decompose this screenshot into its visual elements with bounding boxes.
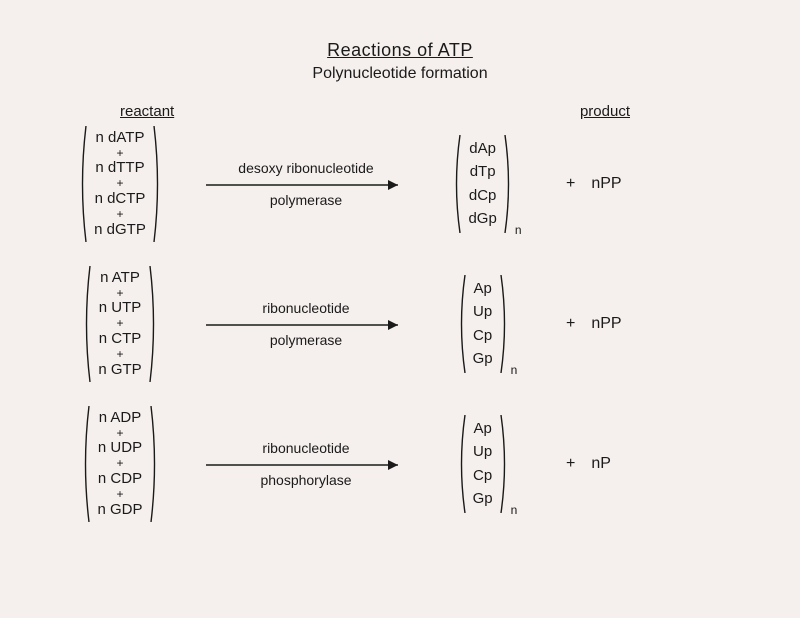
- enzyme-label-bottom: phosphorylase: [260, 472, 351, 488]
- reactant-item: n GDP: [97, 502, 142, 519]
- left-paren-icon: [82, 266, 92, 382]
- product-item: dTp: [470, 164, 496, 181]
- page-subtitle: Polynucleotide formation: [60, 65, 740, 83]
- plus-icon: +: [116, 320, 123, 327]
- reaction-row: n ADP + n UDP + n CDP + n GDP ribonucleotide p…: [60, 406, 740, 522]
- reactant-vector: n dATP + n dTTP + n dCTP + n dGTP: [78, 126, 162, 242]
- subscript: n: [515, 223, 522, 237]
- product-item: Ap: [473, 421, 491, 438]
- product-vector: ApUpCpGp n: [457, 415, 518, 513]
- title-block: Reactions of ATP Polynucleotide formatio…: [60, 40, 740, 83]
- left-paren-icon: [81, 406, 91, 522]
- product-vector: dApdTpdCpdGp n: [452, 135, 521, 233]
- reactant-item: n UDP: [98, 440, 142, 457]
- reactions-list: n dATP + n dTTP + n dCTP + n dGTP desoxy ribon…: [60, 126, 740, 522]
- product-item: dAp: [469, 141, 496, 158]
- right-paren-icon: [149, 406, 159, 522]
- reactant-item: n ADP: [99, 410, 142, 427]
- right-paren-icon: [499, 415, 509, 513]
- arrow-icon: [206, 178, 406, 190]
- reactant-vector: n ATP + n UTP + n CTP + n GTP: [82, 266, 157, 382]
- arrow-block: ribonucleotide phosphorylase: [196, 440, 416, 488]
- reactant-item: n GTP: [98, 362, 141, 379]
- enzyme-label-top: ribonucleotide: [262, 300, 349, 316]
- column-headers: reactant product: [60, 103, 740, 120]
- left-paren-icon: [452, 135, 462, 233]
- arrow-icon: [206, 458, 406, 470]
- reactant-item: n CTP: [99, 331, 142, 348]
- subscript: n: [511, 363, 518, 377]
- plus-icon: +: [116, 430, 123, 437]
- reaction-row: n dATP + n dTTP + n dCTP + n dGTP desoxy ribon…: [60, 126, 740, 242]
- enzyme-label-top: ribonucleotide: [262, 440, 349, 456]
- product-item: dCp: [469, 188, 497, 205]
- left-paren-icon: [457, 415, 467, 513]
- reactant-item: n dGTP: [94, 222, 146, 239]
- right-paren-icon: [148, 266, 158, 382]
- reactant-items: n ADP + n UDP + n CDP + n GDP: [91, 406, 148, 522]
- product-vector: ApUpCpGp n: [457, 275, 518, 373]
- product-item: Up: [473, 304, 492, 321]
- product-items: Ap Up Cp Gp: [467, 275, 499, 373]
- reactant-vector: n ADP + n UDP + n CDP + n GDP: [81, 406, 158, 522]
- product-slot: ApUpCpGp n: [432, 415, 542, 513]
- left-paren-icon: [78, 126, 88, 242]
- reactant-header: reactant: [120, 103, 174, 120]
- subscript: n: [511, 503, 518, 517]
- enzyme-label-top: desoxy ribonucleotide: [238, 160, 373, 176]
- reactant-item: n dCTP: [95, 191, 146, 208]
- product-items: Ap Up Cp Gp: [467, 415, 499, 513]
- reactant-item: n CDP: [98, 471, 142, 488]
- product-item: Gp: [473, 491, 493, 508]
- reaction-row: n ATP + n UTP + n CTP + n GTP ribonucleotide p…: [60, 266, 740, 382]
- plus-sign: +: [566, 315, 575, 333]
- arrow-block: ribonucleotide polymerase: [196, 300, 416, 348]
- reactant-item: n dATP: [96, 130, 145, 147]
- page-title: Reactions of ATP: [60, 40, 740, 61]
- product-item: dGp: [468, 211, 496, 228]
- right-paren-icon: [152, 126, 162, 242]
- byproduct: nPP: [591, 175, 621, 193]
- right-paren-icon: [499, 275, 509, 373]
- byproduct: nP: [591, 455, 611, 473]
- reactant-slot: n ATP + n UTP + n CTP + n GTP: [60, 266, 180, 382]
- right-paren-icon: [503, 135, 513, 233]
- plus-icon: +: [116, 491, 123, 498]
- enzyme-label-bottom: polymerase: [270, 332, 342, 348]
- plus-icon: +: [116, 460, 123, 467]
- plus-icon: +: [116, 211, 123, 218]
- product-item: Ap: [473, 281, 491, 298]
- left-paren-icon: [457, 275, 467, 373]
- plus-icon: +: [116, 351, 123, 358]
- plus-icon: +: [116, 150, 123, 157]
- product-slot: dApdTpdCpdGp n: [432, 135, 542, 233]
- product-slot: ApUpCpGp n: [432, 275, 542, 373]
- product-header: product: [580, 103, 630, 120]
- enzyme-label-bottom: polymerase: [270, 192, 342, 208]
- product-item: Up: [473, 444, 492, 461]
- product-item: Cp: [473, 328, 492, 345]
- reactant-item: n dTTP: [95, 160, 144, 177]
- byproduct: nPP: [591, 315, 621, 333]
- reactant-items: n dATP + n dTTP + n dCTP + n dGTP: [88, 126, 152, 242]
- reactant-item: n UTP: [99, 300, 142, 317]
- plus-sign: +: [566, 175, 575, 193]
- plus-icon: +: [116, 180, 123, 187]
- reactant-item: n ATP: [100, 270, 140, 287]
- arrow-icon: [206, 318, 406, 330]
- reactant-slot: n ADP + n UDP + n CDP + n GDP: [60, 406, 180, 522]
- product-item: Gp: [473, 351, 493, 368]
- plus-icon: +: [116, 290, 123, 297]
- reactant-items: n ATP + n UTP + n CTP + n GTP: [92, 266, 147, 382]
- product-items: dAp dTp dCp dGp: [462, 135, 502, 233]
- reactant-slot: n dATP + n dTTP + n dCTP + n dGTP: [60, 126, 180, 242]
- product-item: Cp: [473, 468, 492, 485]
- plus-sign: +: [566, 455, 575, 473]
- arrow-block: desoxy ribonucleotide polymerase: [196, 160, 416, 208]
